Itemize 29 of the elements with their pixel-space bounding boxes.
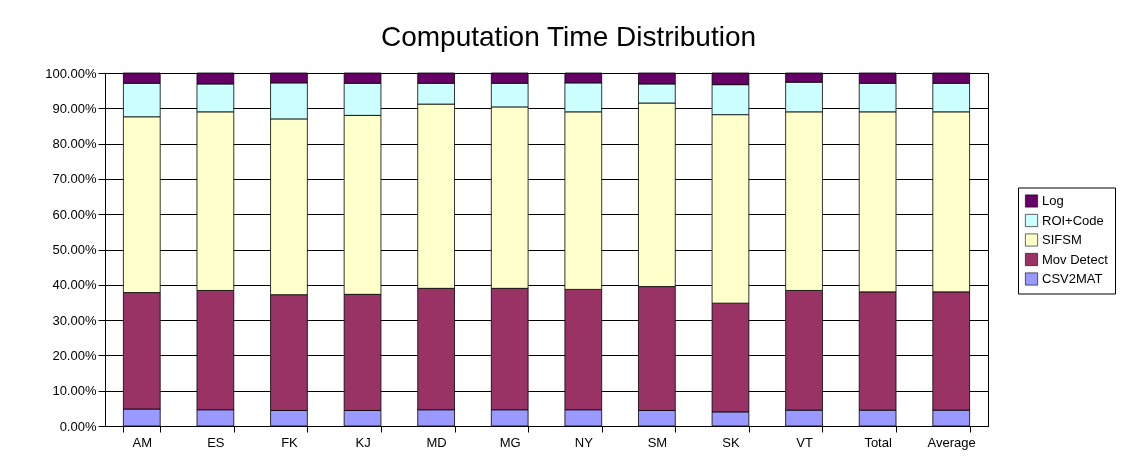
x-tick-label: VT: [796, 434, 813, 450]
legend-label: CSV2MAT: [1042, 271, 1103, 286]
y-tick-label: 70.00%: [52, 171, 97, 187]
y-tick-label: 20.00%: [52, 347, 97, 363]
legend-label: SIFSM: [1042, 232, 1082, 247]
y-tick-label: 30.00%: [52, 312, 97, 328]
x-tick-label: MD: [426, 434, 447, 450]
x-tick-label: MG: [499, 434, 521, 450]
y-tick-label: 90.00%: [52, 100, 97, 116]
x-tick-label: FK: [281, 434, 299, 450]
chart-title: Computation Time Distribution: [380, 21, 757, 52]
legend-label: ROI+Code: [1042, 212, 1104, 228]
x-tick-label: Total: [864, 434, 892, 450]
legend-label: Mov Detect: [1042, 251, 1109, 267]
y-tick-label: 50.00%: [52, 242, 97, 257]
y-tick-label: 10.00%: [52, 383, 97, 399]
y-tick-label: 80.00%: [52, 136, 97, 152]
x-tick-label: AM: [132, 434, 153, 450]
legend-label: Log: [1042, 193, 1064, 208]
x-tick-label: SK: [722, 434, 740, 450]
y-tick-label: 100.00%: [45, 65, 97, 81]
x-tick-label: ES: [207, 434, 225, 450]
x-tick-label: Average: [927, 434, 976, 450]
y-tick-label: 60.00%: [52, 206, 97, 222]
x-tick-label: NY: [574, 434, 594, 450]
y-tick-label: 0.00%: [59, 418, 97, 434]
x-tick-label: SM: [647, 434, 668, 450]
y-tick-label: 40.00%: [52, 277, 97, 293]
x-tick-label: KJ: [355, 434, 371, 450]
